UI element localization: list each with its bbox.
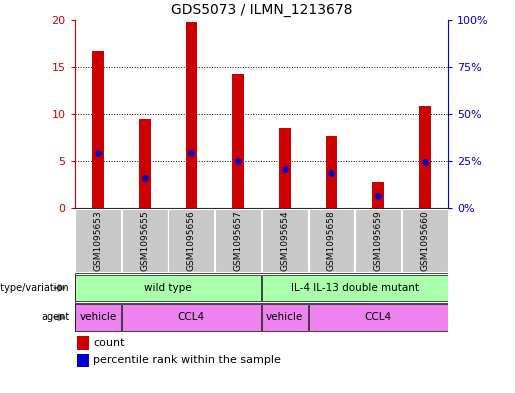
Bar bbox=[75, 209, 121, 272]
Text: count: count bbox=[93, 338, 125, 348]
Bar bbox=[355, 209, 401, 272]
Text: GSM1095658: GSM1095658 bbox=[327, 210, 336, 271]
Bar bbox=[215, 209, 261, 272]
Text: vehicle: vehicle bbox=[266, 312, 303, 322]
Bar bbox=[77, 336, 89, 350]
Bar bbox=[372, 182, 384, 208]
Text: GSM1095655: GSM1095655 bbox=[140, 210, 149, 271]
Point bbox=[141, 175, 149, 181]
Point bbox=[327, 170, 335, 176]
Bar bbox=[262, 275, 448, 301]
Text: IL-4 IL-13 double mutant: IL-4 IL-13 double mutant bbox=[290, 283, 419, 293]
Bar bbox=[308, 209, 354, 272]
Bar bbox=[325, 136, 337, 208]
Text: wild type: wild type bbox=[144, 283, 192, 293]
Bar bbox=[77, 354, 89, 367]
Point bbox=[187, 149, 196, 156]
Text: percentile rank within the sample: percentile rank within the sample bbox=[93, 355, 281, 365]
Bar bbox=[262, 304, 307, 331]
Bar bbox=[402, 209, 448, 272]
Text: GSM1095653: GSM1095653 bbox=[94, 210, 102, 271]
Bar bbox=[92, 51, 104, 208]
Bar bbox=[185, 22, 197, 208]
Bar bbox=[139, 119, 150, 208]
Bar bbox=[122, 209, 167, 272]
Text: genotype/variation: genotype/variation bbox=[0, 283, 70, 293]
Bar bbox=[75, 275, 261, 301]
Bar bbox=[168, 209, 214, 272]
Bar bbox=[419, 107, 431, 208]
Text: CCL4: CCL4 bbox=[178, 312, 205, 322]
Text: vehicle: vehicle bbox=[79, 312, 116, 322]
Point bbox=[374, 193, 382, 199]
Text: agent: agent bbox=[41, 312, 70, 322]
Point bbox=[421, 159, 429, 165]
Bar bbox=[308, 304, 448, 331]
Text: GSM1095660: GSM1095660 bbox=[420, 210, 429, 271]
Point bbox=[281, 165, 289, 172]
Bar bbox=[262, 209, 307, 272]
Bar bbox=[232, 74, 244, 208]
Text: GSM1095659: GSM1095659 bbox=[373, 210, 383, 271]
Point bbox=[234, 158, 242, 164]
Text: GSM1095656: GSM1095656 bbox=[187, 210, 196, 271]
Point bbox=[94, 149, 102, 156]
Text: GSM1095654: GSM1095654 bbox=[280, 210, 289, 271]
Bar bbox=[122, 304, 261, 331]
Text: CCL4: CCL4 bbox=[365, 312, 391, 322]
Bar bbox=[75, 304, 121, 331]
Text: GSM1095657: GSM1095657 bbox=[233, 210, 243, 271]
Title: GDS5073 / ILMN_1213678: GDS5073 / ILMN_1213678 bbox=[170, 3, 352, 17]
Bar bbox=[279, 128, 290, 208]
